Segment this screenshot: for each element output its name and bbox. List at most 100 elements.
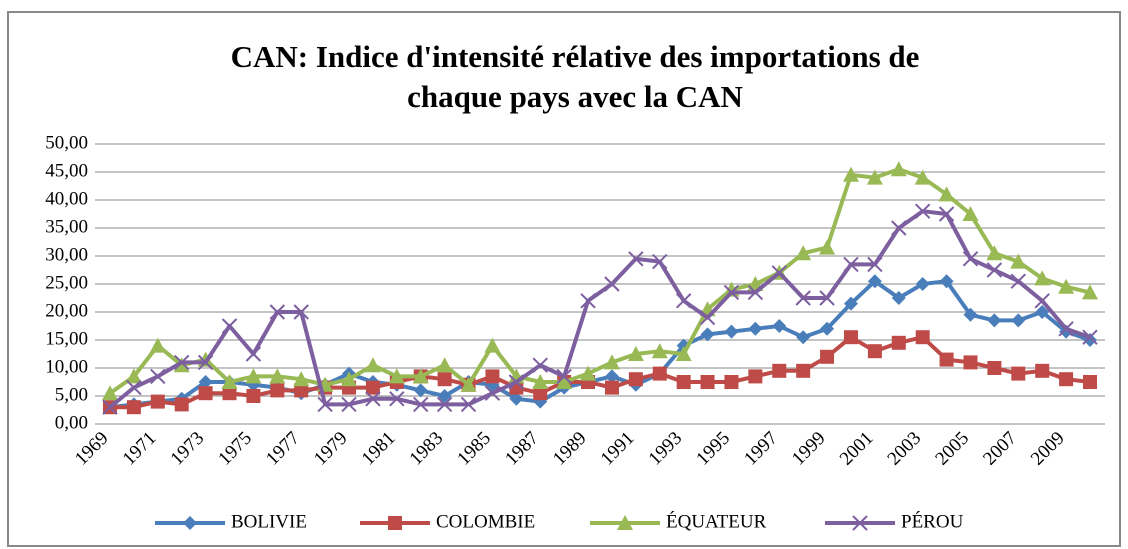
marker — [126, 379, 142, 396]
marker — [484, 337, 501, 353]
marker — [772, 363, 787, 378]
marker — [962, 206, 979, 221]
marker — [556, 374, 573, 389]
marker — [652, 253, 668, 270]
marker — [938, 206, 955, 222]
marker — [364, 357, 381, 373]
marker — [891, 291, 906, 305]
marker — [915, 277, 930, 291]
marker — [724, 324, 739, 339]
marker — [700, 327, 715, 342]
marker — [723, 284, 740, 301]
marker — [867, 344, 882, 359]
marker — [699, 309, 716, 326]
marker — [222, 386, 237, 401]
marker — [413, 396, 429, 413]
marker — [1010, 253, 1027, 269]
marker — [485, 369, 500, 384]
marker — [843, 296, 858, 311]
marker — [867, 274, 882, 289]
marker — [1035, 305, 1050, 319]
marker — [436, 396, 453, 413]
marker — [938, 186, 955, 202]
marker — [1010, 273, 1026, 289]
marker — [914, 169, 931, 185]
y-tick-label: 45,00 — [45, 160, 88, 181]
marker — [796, 363, 811, 378]
marker — [651, 343, 668, 359]
marker — [460, 376, 477, 392]
chart-frame — [7, 11, 1121, 547]
marker — [617, 515, 633, 530]
marker — [533, 386, 548, 401]
marker — [221, 318, 238, 334]
marker — [270, 383, 285, 398]
chart-title: CAN: Indice d'intensité rélative des imp… — [231, 39, 920, 74]
marker — [1082, 284, 1098, 300]
marker — [484, 385, 501, 401]
marker — [820, 321, 835, 336]
y-tick-label: 10,00 — [45, 356, 88, 377]
marker — [221, 374, 238, 389]
marker — [102, 399, 118, 415]
marker — [819, 290, 835, 306]
marker — [891, 335, 906, 350]
marker — [987, 313, 1002, 328]
marker — [915, 330, 930, 345]
y-tick-label: 15,00 — [45, 328, 88, 349]
marker — [388, 516, 402, 530]
marker — [1083, 375, 1097, 389]
marker — [198, 375, 213, 389]
marker — [341, 371, 358, 387]
marker — [509, 391, 524, 406]
marker — [675, 346, 692, 361]
marker — [795, 290, 811, 306]
marker — [126, 400, 141, 415]
marker — [771, 265, 787, 281]
marker — [183, 516, 197, 530]
marker — [604, 369, 619, 384]
y-tick-label: 20,00 — [45, 300, 88, 321]
y-tick-label: 25,00 — [45, 272, 88, 293]
marker — [173, 354, 190, 371]
marker — [412, 368, 429, 384]
marker — [866, 169, 883, 185]
legend-label: ÉQUATEUR — [666, 510, 767, 532]
marker — [1011, 313, 1026, 328]
marker — [891, 220, 907, 236]
marker — [748, 369, 763, 384]
marker — [580, 293, 596, 309]
marker — [341, 396, 357, 413]
marker — [796, 330, 811, 345]
marker — [532, 374, 549, 389]
marker — [820, 349, 835, 364]
marker — [125, 368, 142, 384]
marker — [150, 394, 165, 409]
marker — [675, 293, 692, 309]
marker — [269, 304, 286, 320]
marker — [842, 166, 859, 182]
marker — [914, 203, 931, 219]
marker — [747, 284, 764, 301]
marker — [197, 354, 214, 371]
marker — [1058, 278, 1075, 294]
marker — [365, 391, 381, 407]
marker — [724, 375, 739, 389]
marker — [1059, 372, 1074, 387]
marker — [436, 357, 453, 373]
marker — [580, 365, 597, 381]
marker — [198, 386, 213, 401]
marker — [843, 330, 858, 345]
y-tick-label: 40,00 — [45, 188, 88, 209]
marker — [532, 357, 548, 373]
marker — [508, 374, 525, 390]
marker — [460, 396, 477, 413]
marker — [795, 245, 812, 261]
marker — [149, 337, 166, 353]
y-tick-label: 35,00 — [45, 216, 88, 237]
marker — [365, 380, 380, 395]
marker — [246, 389, 261, 403]
marker — [772, 319, 787, 333]
legend-label: PÉROU — [901, 510, 964, 532]
